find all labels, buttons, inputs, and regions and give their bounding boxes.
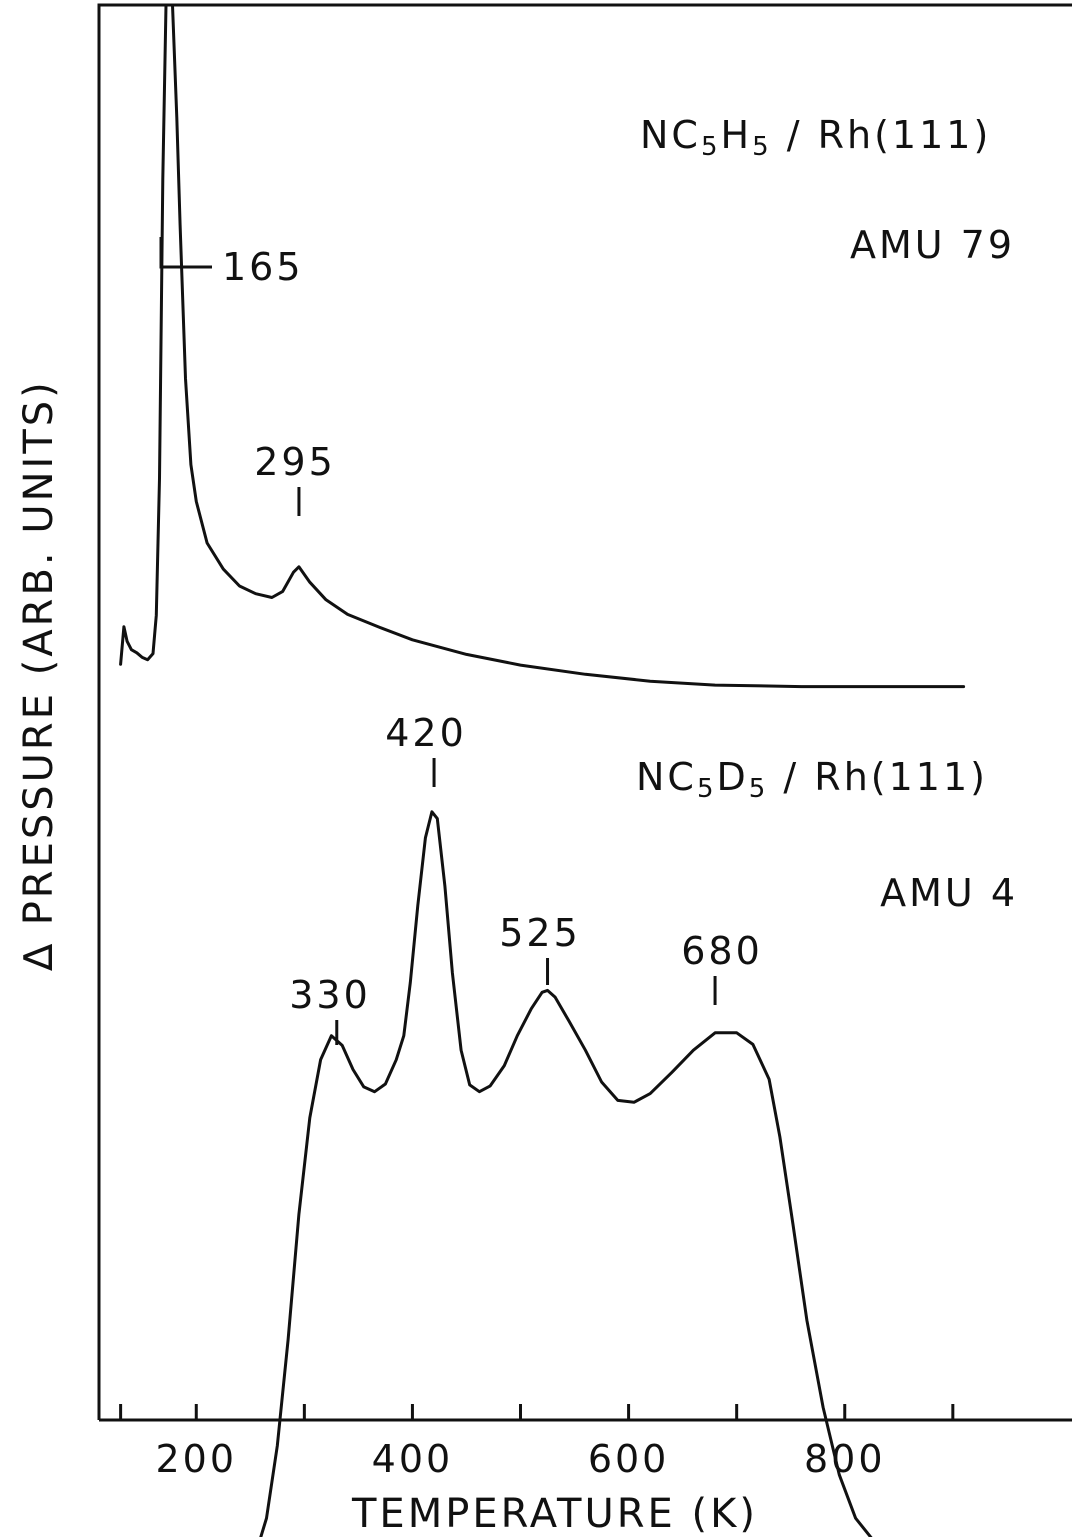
series-trace-1 bbox=[119, 3, 966, 689]
x-tick-labels: 200 400 600 800 bbox=[156, 1437, 886, 1481]
peak-label-165: 165 bbox=[222, 245, 304, 289]
series-name-part: 5 bbox=[749, 774, 769, 804]
series-name-part: / Rh(111) bbox=[772, 113, 992, 157]
y-axis-label: ∆ PRESSURE (ARB. UNITS) bbox=[16, 379, 62, 972]
peak-label-420: 420 bbox=[385, 711, 467, 755]
series-name-part: NC bbox=[636, 755, 697, 799]
amu-label-1: AMU 79 bbox=[850, 223, 1015, 267]
x-ticks bbox=[119, 1404, 955, 1420]
peak-label-295: 295 bbox=[254, 440, 336, 484]
series-name-part: H bbox=[721, 113, 753, 157]
x-tick-label-800: 800 bbox=[804, 1437, 886, 1481]
series-name-part: D bbox=[717, 755, 749, 799]
x-axis-label: TEMPERATURE (K) bbox=[351, 1491, 758, 1537]
series-layer bbox=[119, 3, 966, 1537]
x-tick-label-200: 200 bbox=[156, 1437, 238, 1481]
series-name-part: 5 bbox=[697, 774, 717, 804]
peak-marker-165 bbox=[159, 237, 212, 269]
series-name-part: 5 bbox=[701, 132, 721, 162]
series-name-1: NC5H5 / Rh(111) bbox=[640, 113, 991, 162]
chart-frame bbox=[97, 3, 1072, 1420]
amu-label-2: AMU 4 bbox=[880, 871, 1018, 915]
peak-label-525: 525 bbox=[499, 911, 581, 955]
peak-label-680: 680 bbox=[681, 929, 763, 973]
series-name-part: 5 bbox=[752, 132, 772, 162]
x-tick-label-400: 400 bbox=[372, 1437, 454, 1481]
axes bbox=[97, 3, 1072, 1422]
peak-label-330: 330 bbox=[289, 973, 371, 1017]
series-name-part: / Rh(111) bbox=[768, 755, 988, 799]
series-name-2: NC5D5 / Rh(111) bbox=[636, 755, 988, 804]
series-name-part: NC bbox=[640, 113, 701, 157]
series-trace-2 bbox=[259, 810, 873, 1537]
x-tick-label-600: 600 bbox=[588, 1437, 670, 1481]
